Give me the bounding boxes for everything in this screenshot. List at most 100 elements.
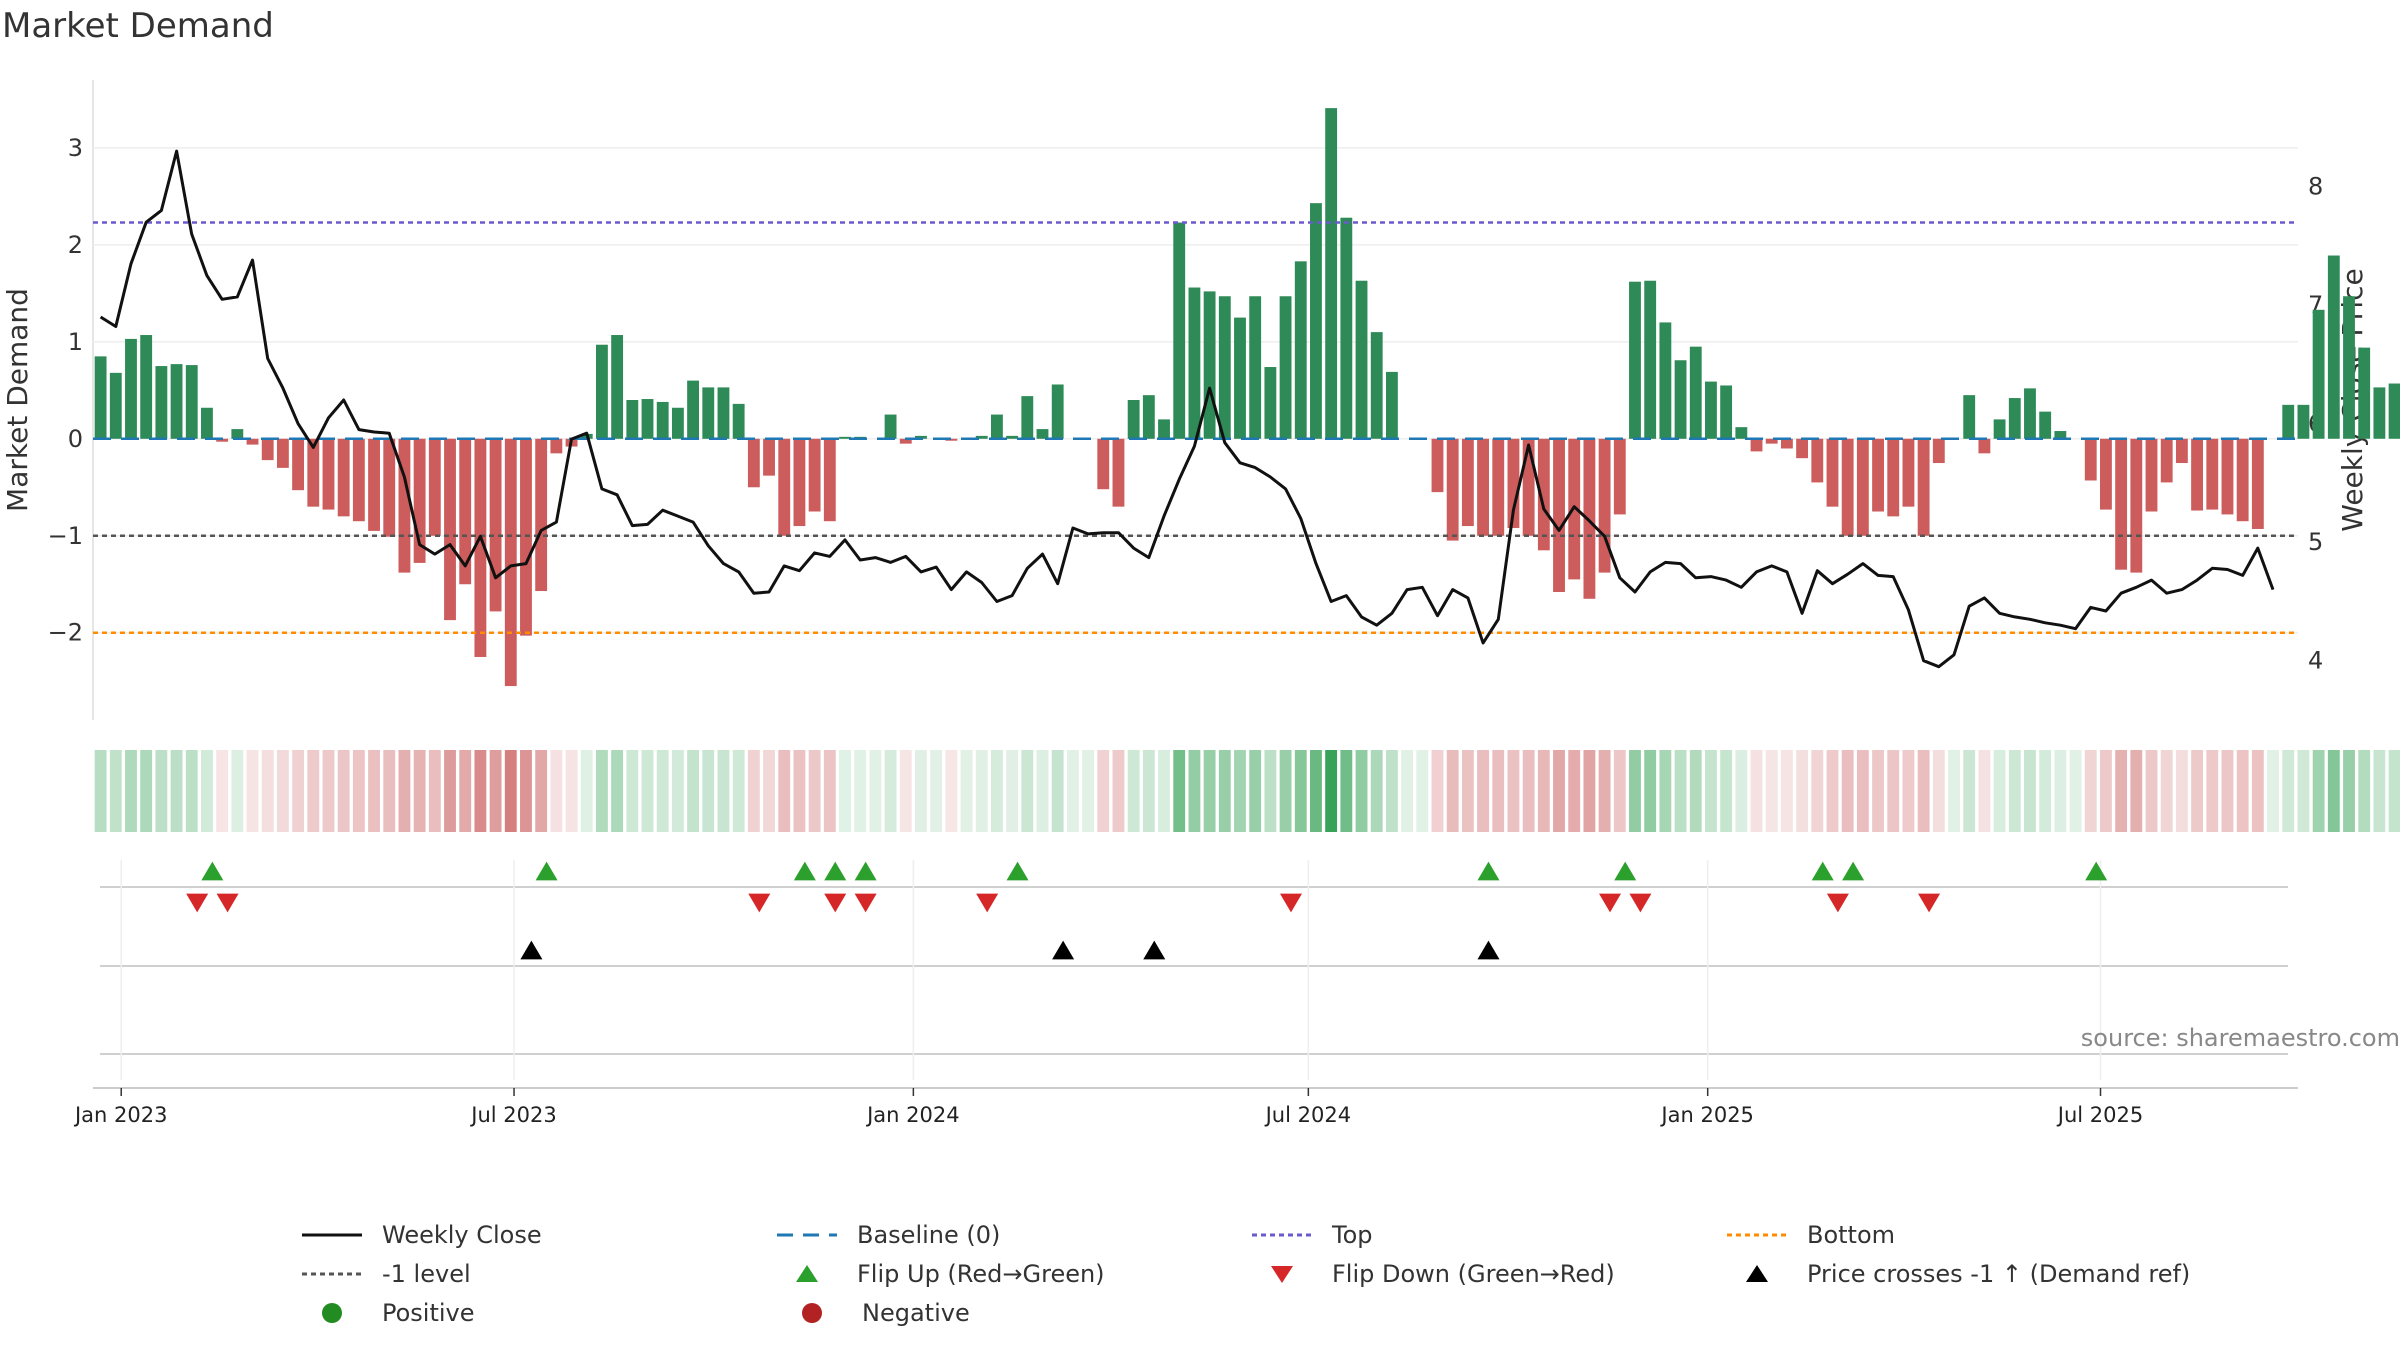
heat-cell: [2024, 750, 2036, 832]
demand-bar: [2343, 296, 2355, 439]
heat-cell: [2160, 750, 2173, 832]
heat-cell: [261, 750, 274, 832]
demand-bar: [1932, 438, 1945, 464]
demand-bar: [1112, 438, 1125, 507]
heat-cell: [1082, 750, 1094, 832]
price-cross-marker: [1477, 940, 1500, 960]
demand-bar: [216, 438, 229, 442]
heat-cell: [550, 750, 563, 832]
legend-minus1-icon: [300, 1262, 364, 1286]
legend-row: -1 level Flip Up (Red→Green) Flip Down (Gr…: [300, 1254, 2200, 1293]
heat-cell: [535, 750, 548, 832]
demand-bar: [520, 438, 532, 636]
demand-bar: [2297, 404, 2310, 439]
heat-cell: [231, 750, 244, 832]
heat-cell: [1218, 750, 1231, 832]
flip-down-marker: [1279, 893, 1302, 913]
demand-bar: [793, 438, 806, 527]
flip-down-marker: [1826, 893, 1849, 913]
y-axis-label: Market Demand: [1, 288, 34, 512]
demand-bar: [2115, 438, 2128, 570]
flip-down-marker: [854, 893, 877, 913]
demand-bar: [1021, 396, 1034, 439]
demand-bar: [1659, 322, 1672, 439]
demand-bar: [2327, 255, 2340, 439]
demand-bar: [1158, 419, 1170, 439]
heat-cell: [2069, 750, 2082, 832]
heat-cell: [1051, 750, 1064, 832]
demand-bar: [1811, 438, 1824, 483]
demand-bar: [808, 438, 821, 512]
demand-bar: [2312, 309, 2325, 439]
heat-cell: [2008, 750, 2021, 832]
legend-label: Weekly Close: [382, 1220, 542, 1249]
demand-bar: [1993, 419, 2006, 439]
flip-up-marker: [2085, 861, 2108, 881]
demand-bar: [1461, 438, 1474, 527]
flip-down-marker: [1918, 893, 1941, 913]
demand-bar: [1234, 317, 1246, 439]
heat-cell: [975, 750, 988, 832]
demand-bar: [322, 438, 335, 510]
heat-cell: [1249, 750, 1262, 832]
legend-label: Negative: [862, 1298, 970, 1327]
heat-cell: [1568, 750, 1581, 832]
legend-label: Top: [1332, 1220, 1373, 1249]
demand-bar: [2251, 438, 2264, 529]
demand-bar: [2388, 383, 2400, 439]
heat-cell: [580, 750, 593, 832]
legend-label: Flip Down (Green→Red): [1332, 1259, 1615, 1288]
source-credit: source: sharemaestro.com: [2080, 1024, 2400, 1052]
demand-bar: [717, 387, 730, 439]
heat-cell: [747, 750, 760, 832]
legend-bottom-icon: [1725, 1223, 1789, 1247]
flip-up-marker: [1811, 861, 1834, 881]
demand-bar: [2221, 438, 2234, 515]
heat-cell: [1158, 750, 1170, 832]
heat-cell: [1173, 750, 1186, 832]
demand-bar: [2100, 438, 2112, 510]
demand-bar: [1735, 427, 1748, 439]
demand-bar: [1203, 291, 1216, 439]
demand-bar: [1370, 332, 1383, 439]
demand-bar: [611, 335, 624, 439]
heat-cell: [1902, 750, 1915, 832]
heat-cell: [398, 750, 411, 832]
demand-bar: [1917, 438, 1930, 536]
legend-item-bottom: Bottom: [1725, 1221, 2200, 1249]
heat-cell: [1279, 750, 1292, 832]
heat-cell: [1674, 750, 1687, 832]
heat-cell: [899, 750, 912, 832]
demand-bar: [641, 399, 654, 439]
demand-bar: [2236, 438, 2249, 522]
heat-cell: [2388, 750, 2400, 832]
flip-up-marker: [1477, 861, 1500, 881]
heat-cell: [1234, 750, 1246, 832]
demand-bar: [596, 344, 608, 439]
heat-cell: [1431, 750, 1444, 832]
heat-cell: [1522, 750, 1535, 832]
heat-cell: [1841, 750, 1854, 832]
heat-cell: [687, 750, 700, 832]
demand-bar: [2373, 387, 2386, 439]
heat-cell: [854, 750, 867, 832]
legend-positive-icon: [300, 1301, 364, 1325]
legend-negative-icon: [780, 1301, 844, 1325]
heat-cell: [352, 750, 365, 832]
legend: Weekly Close Baseline (0) Top Bottom -1 leve…: [300, 1215, 2200, 1332]
demand-bar: [1978, 438, 1991, 454]
heat-cell: [109, 750, 122, 832]
demand-bar: [1006, 435, 1019, 439]
heat-cell: [1507, 750, 1520, 832]
demand-bar: [1507, 438, 1520, 528]
legend-item-minus1: -1 level: [300, 1260, 775, 1288]
flip-up-marker: [854, 861, 877, 881]
price-cross-marker: [520, 940, 543, 960]
demand-bar: [2282, 404, 2295, 439]
flip-up-marker: [1614, 861, 1637, 881]
demand-bar: [915, 435, 927, 439]
demand-bar: [444, 438, 456, 621]
heat-cell: [1370, 750, 1383, 832]
demand-bar: [656, 401, 669, 439]
legend-item-weekly_close: Weekly Close: [300, 1221, 775, 1249]
